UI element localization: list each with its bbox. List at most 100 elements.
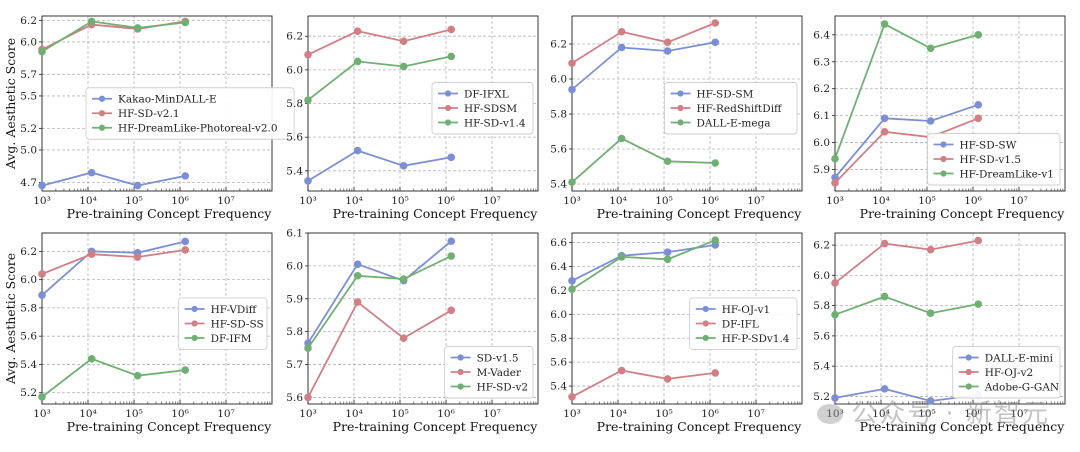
chart-1: 4.7 5.0 5.2 5.5 5.7 6.0 6.2 10³ 10⁴ 10⁵ 10⁶ 10⁷Pre-… [3,15,295,221]
chart-4-series-1-point [974,101,983,109]
chart-4-series-2-point [880,127,889,136]
chart-5-series-2-point [133,253,142,261]
chart-3-series-3-point [663,157,672,166]
chart-5-y-tick-label: 5.2 [20,387,37,399]
chart-1-x-tick-label: 10⁴ [79,195,97,207]
chart-7-legend-box [689,297,798,350]
chart-2-series-3-line [307,55,452,101]
chart-7-series-3-point [568,285,576,294]
chart-1-y-tick-label: 5.0 [20,144,37,156]
chart-8-series-2-point [880,239,889,248]
chart-1-legend-marker [98,95,106,102]
chart-8-legend-marker [965,383,972,390]
chart-4-legend-box [927,133,1061,186]
chart-2-legend-label: HF-SD-v1.4 [464,117,526,129]
chart-8-series-3-point [926,309,935,318]
chart-1-y-axis-label: Avg. Aesthetic Score [3,38,18,170]
chart-6-series-1-line [307,240,452,344]
chart-6-x-tick-label: 10⁴ [345,408,363,420]
chart-6-series-3-line [307,255,452,349]
chart-7-series-2-point [663,375,672,383]
chart-2-series-1-line [307,149,452,182]
chart-8-series-1-point [926,397,935,405]
chart-2-y-tick-label: 6.0 [286,64,303,76]
chart-5-y-tick-label: 5.4 [20,359,37,371]
chart-5-y-tick-label: 6.0 [20,274,37,286]
chart-2-series-2-point [447,25,456,34]
chart-1-y-tick-label: 5.5 [20,90,37,102]
chart-4-legend: HF-SD-SW HF-SD-v1.5 HF-DreamLike-v1 [927,133,1061,186]
chart-6-legend-label: M-Vader [477,367,522,379]
chart-4-series-3-line [834,22,979,160]
chart-5-x-tick-label: 10⁵ [125,408,143,420]
chart-8-x-tick-label: 10⁷ [1010,408,1028,420]
chart-1-legend-box [85,87,295,140]
chart-6-y-tick-label: 6.0 [286,260,303,272]
chart-3-y-tick-label: 5.4 [550,179,567,191]
chart-3-legend-marker [677,119,684,126]
chart-2-legend-marker [444,119,452,126]
chart-4-y-tick-label: 5.9 [813,164,830,176]
chart-5-series-3-line [41,357,186,398]
chart-2-series-3-point [304,96,312,104]
chart-7-y-tick-label: 5.8 [550,333,567,345]
chart-5-x-tick-label: 10³ [33,408,51,420]
chart-6-y-tick-label: 6.1 [286,228,303,240]
chart-6-series-3-point [353,271,362,280]
chart-8-x-tick-label: 10⁵ [918,408,936,420]
chart-4-legend-label: HF-SD-SW [960,139,1017,151]
chart-8-series-2-point [974,236,983,245]
chart-5-y-tick-label: 5.8 [20,302,37,314]
chart-3-x-tick-label: 10⁵ [655,195,673,207]
chart-5-series-2-line [41,249,186,275]
chart-7-series-2-line [571,369,716,398]
chart-1-legend-marker [98,124,106,131]
chart-2-series-1-point [399,161,408,170]
chart-4-series-1-point [880,114,889,123]
chart-8-series-1-point [880,385,889,393]
chart-2-y-tick-label: 5.8 [286,98,303,110]
chart-3-series-1-point [711,38,720,47]
chart-4-legend-marker [940,170,947,177]
chart-7-y-tick-label: 6.2 [550,285,567,297]
chart-2-series-3-point [399,62,408,71]
chart-6-legend-marker [457,354,464,361]
chart-6-legend-label: SD-v1.5 [477,352,519,364]
chart-6-x-tick-label: 10³ [299,408,317,420]
chart-8-x-tick-label: 10⁶ [964,408,982,420]
chart-4-y-tick-label: 6.3 [813,56,830,68]
chart-3-y-tick-label: 5.8 [550,109,567,121]
chart-5-legend-marker [191,305,198,313]
chart-5-legend-label: HF-VDiff [211,304,258,316]
chart-7-series-3-line [571,239,716,290]
chart-6-y-tick-label: 5.8 [286,326,303,338]
chart-6-legend-label: HF-SD-v2 [477,381,528,393]
chart-2-series-2-point [304,50,312,59]
chart-6-series-2-point [399,334,408,343]
chart-3-frame [571,15,803,192]
chart-2: 5.4 5.6 5.8 6.0 6.2 10³ 10⁴ 10⁵ 10⁶ 10⁷Pre-traini… [286,15,539,221]
chart-7-y-tick-label: 6.4 [550,261,567,273]
chart-1-y-tick-label: 6.0 [20,36,37,48]
chart-8-y-tick-label: 5.8 [813,300,830,312]
chart-1-legend-marker [98,110,106,117]
chart-4-x-axis-label: Pre-training Concept Frequency [860,206,1066,221]
chart-3-legend-label: HF-SD-SM [697,88,754,100]
chart-1-series-1-point [38,181,46,190]
chart-2-legend-box [431,82,534,135]
chart-3-series-2-line [571,22,716,65]
chart-5-series-1-point [38,291,46,299]
chart-4-x-tick-label: 10⁷ [1010,195,1028,207]
chart-1-y-tick-label: 4.7 [20,177,37,189]
chart-8-y-tick-label: 5.6 [813,330,830,342]
chart-8-x-axis-label: Pre-training Concept Frequency [860,419,1066,434]
chart-5-x-tick-label: 10⁴ [79,408,97,420]
chart-7-x-tick-label: 10⁶ [701,408,719,420]
chart-6-series-3-point [447,252,456,260]
chart-7-y-tick-label: 5.6 [550,357,567,369]
chart-4-series-3-point [926,44,935,53]
chart-5-series-1-point [181,237,190,246]
chart-8-y-tick-label: 5.2 [813,391,830,403]
chart-6-series-2-point [447,306,456,315]
